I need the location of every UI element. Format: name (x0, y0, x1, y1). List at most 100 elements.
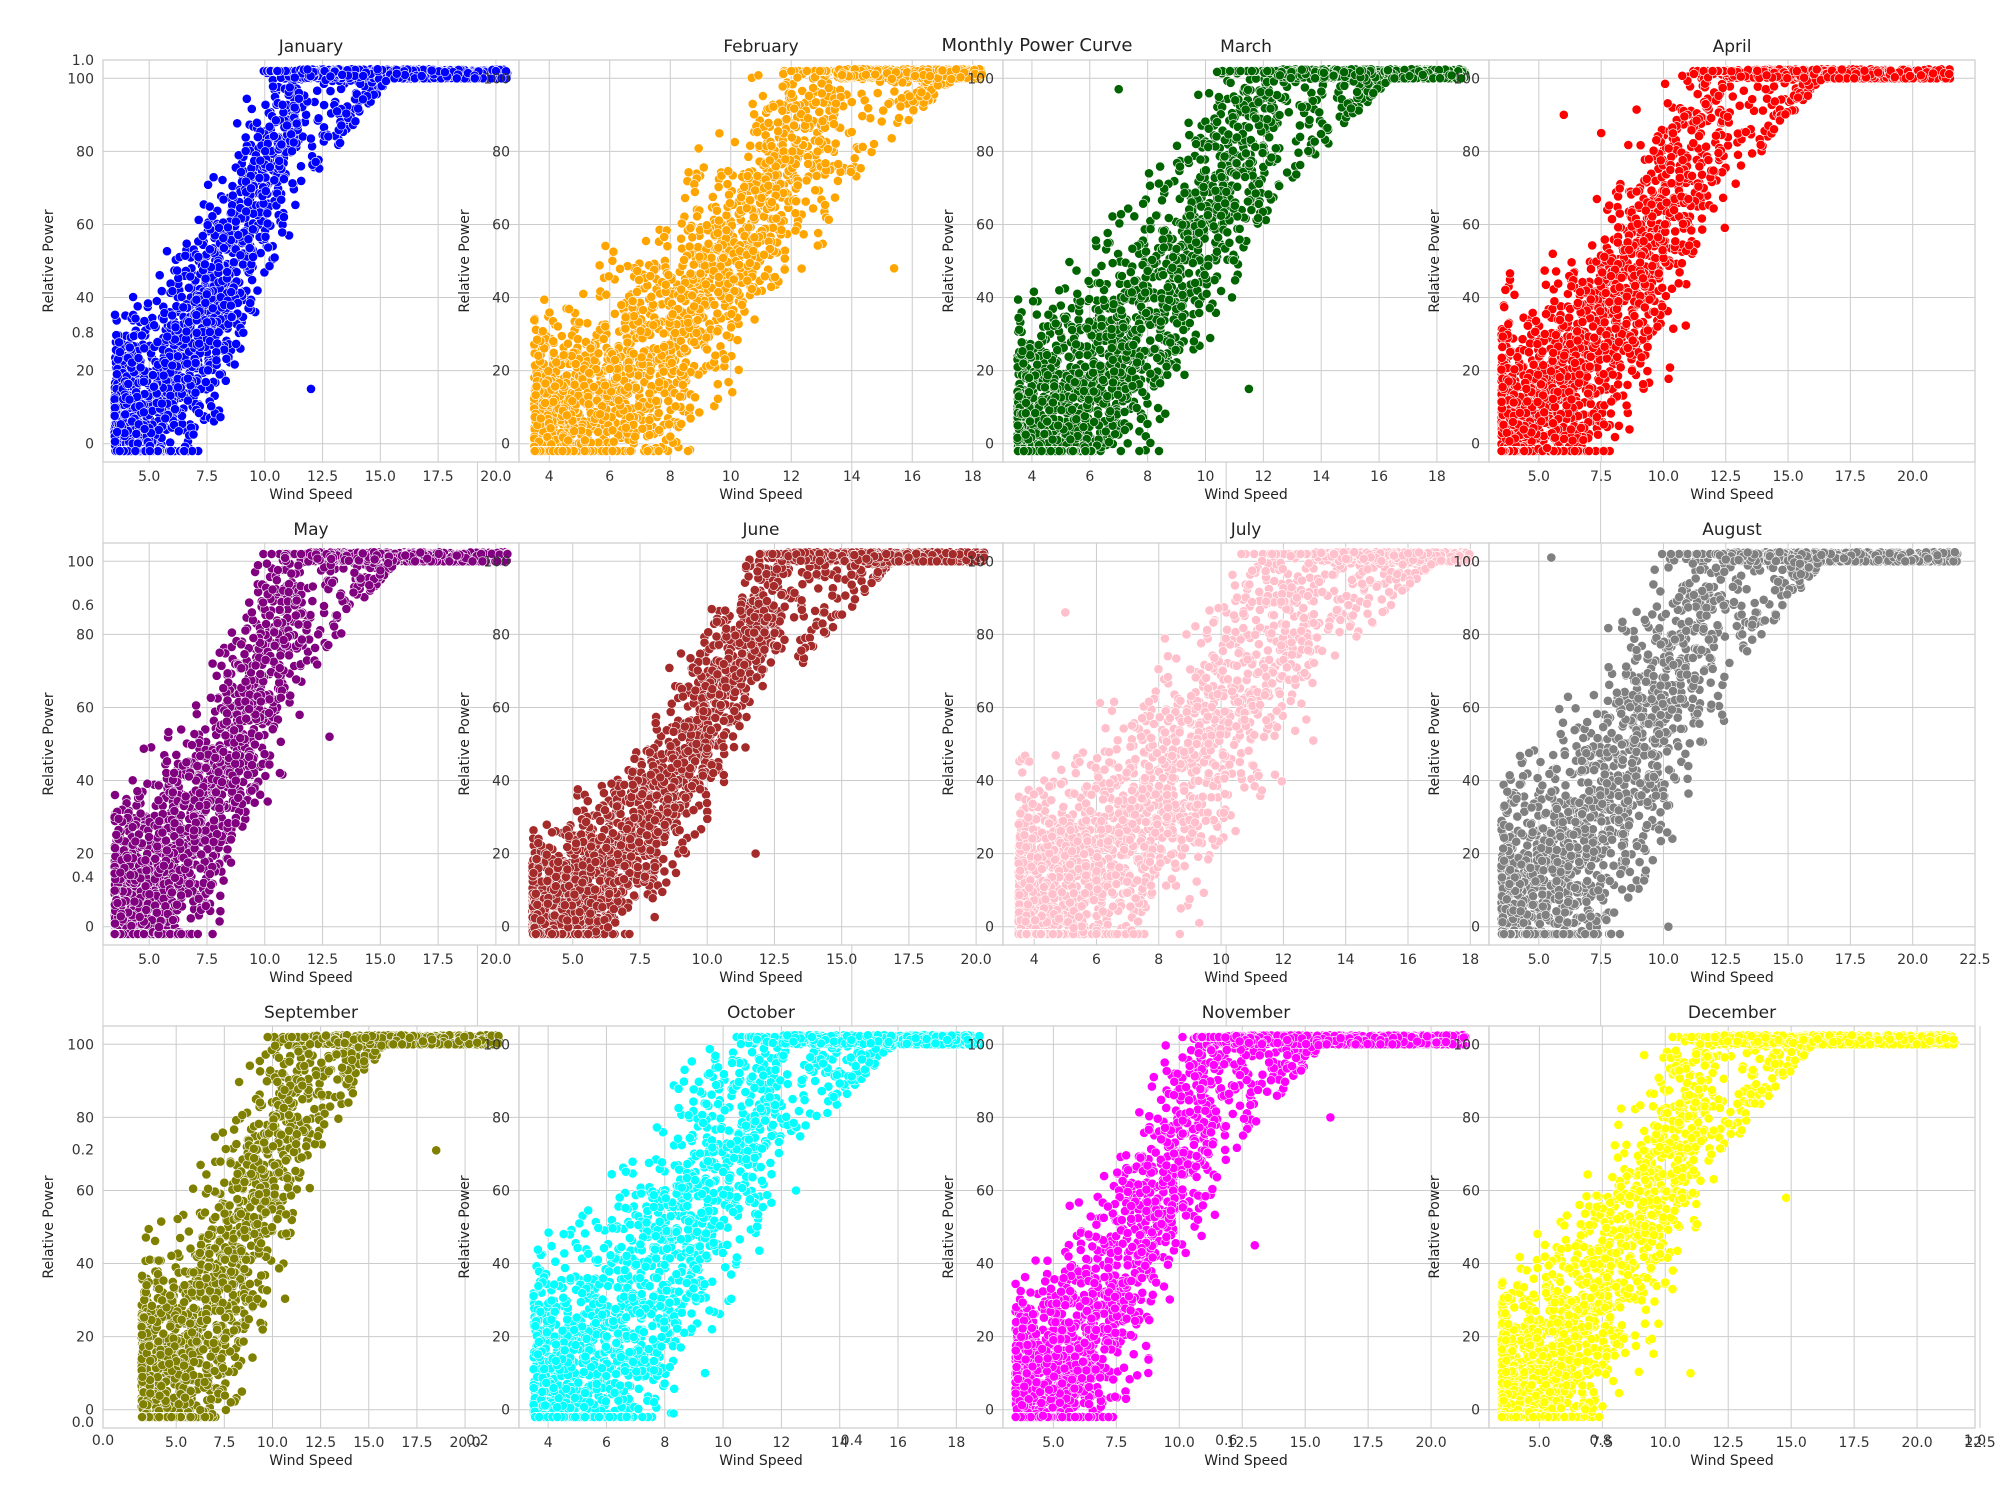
data-point (750, 110, 759, 119)
data-point (162, 247, 171, 256)
data-point (427, 66, 436, 75)
data-point (358, 95, 367, 104)
data-point (182, 327, 191, 336)
background-y-tick-label: 0.2 (72, 1143, 94, 1159)
data-point (110, 437, 119, 446)
data-point (205, 245, 214, 254)
data-point (273, 66, 282, 75)
data-point (253, 133, 262, 142)
data-point (234, 230, 243, 239)
data-point (890, 87, 899, 96)
data-point (261, 100, 270, 109)
x-tick-label: 20.0 (480, 469, 511, 485)
data-point (291, 200, 300, 209)
data-point (248, 225, 257, 234)
data-point (132, 429, 141, 438)
data-point (205, 202, 214, 211)
data-point (744, 152, 753, 161)
data-point (337, 84, 346, 93)
data-point (245, 243, 254, 252)
data-point (247, 104, 256, 113)
data-point (278, 228, 287, 237)
data-point (252, 118, 261, 127)
data-point (239, 328, 248, 337)
data-point (195, 339, 204, 348)
data-point (191, 358, 200, 367)
data-point (114, 338, 123, 347)
background-y-tick-label: 0.4 (72, 870, 94, 886)
data-point (229, 258, 238, 267)
data-point (227, 312, 236, 321)
data-point (238, 260, 247, 269)
data-point (145, 446, 154, 455)
background-y-tick-label: 0.6 (72, 598, 94, 614)
data-point (219, 234, 228, 243)
x-tick-label: 12.5 (307, 469, 338, 485)
data-point (282, 121, 291, 130)
data-point (150, 321, 159, 330)
data-point (181, 251, 190, 260)
y-tick-label: 40 (76, 291, 94, 307)
data-point (200, 260, 209, 269)
data-point (265, 262, 274, 271)
data-point (247, 184, 256, 193)
data-point (311, 157, 320, 166)
data-point (180, 446, 189, 455)
subplot-january: 5.0 7.5 10.0 12.5 15.0 17.5 20.0020406080100Ja… (41, 37, 519, 503)
background-y-tick-label: 1.0 (72, 53, 94, 69)
data-point (170, 405, 179, 414)
data-point (201, 274, 210, 283)
data-point (189, 430, 198, 439)
data-point (198, 231, 207, 240)
data-point-outlier (306, 384, 315, 393)
data-point (186, 272, 195, 281)
data-point (275, 156, 284, 165)
data-point (277, 140, 286, 149)
data-point (470, 74, 479, 83)
data-point (205, 328, 214, 337)
data-point (226, 301, 235, 310)
data-point (183, 374, 192, 383)
data-point (204, 180, 213, 189)
data-point (337, 121, 346, 130)
data-point (292, 119, 301, 128)
data-point (278, 100, 287, 109)
data-point (143, 299, 152, 308)
data-point (139, 408, 148, 417)
data-point (242, 94, 251, 103)
data-point (253, 286, 262, 295)
data-point (212, 356, 221, 365)
data-point (233, 119, 242, 128)
data-point (287, 130, 296, 139)
data-point (113, 427, 122, 436)
data-point (708, 192, 717, 201)
data-point (261, 147, 270, 156)
y-axis-label: Relative Power (41, 209, 57, 312)
data-point (440, 68, 449, 77)
x-tick-label: 15.0 (365, 469, 396, 485)
data-point (139, 377, 148, 386)
data-point (290, 73, 299, 82)
data-point (179, 303, 188, 312)
data-point (131, 446, 140, 455)
data-point (231, 217, 240, 226)
data-point (124, 379, 133, 388)
data-point (219, 195, 228, 204)
data-point (270, 253, 279, 262)
data-point (223, 267, 232, 276)
data-point (203, 221, 212, 230)
data-point (110, 411, 119, 420)
data-point (136, 363, 145, 372)
data-point (202, 290, 211, 299)
data-point (159, 371, 168, 380)
data-point (306, 134, 315, 143)
data-point (129, 292, 138, 301)
data-point (161, 414, 170, 423)
data-point (608, 256, 617, 265)
data-point (227, 287, 236, 296)
y-tick-label: 80 (76, 144, 94, 160)
data-point (140, 424, 149, 433)
data-point (168, 361, 177, 370)
data-point (246, 299, 255, 308)
data-point (183, 359, 192, 368)
